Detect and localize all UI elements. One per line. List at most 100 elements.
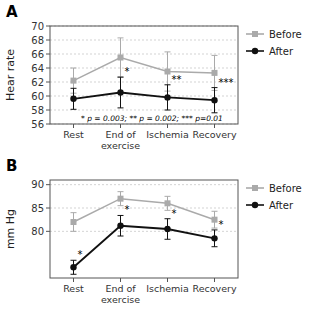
y-tick-label: 90 [31,179,44,190]
legend: BeforeAfter [246,183,302,211]
x-tick-label-line: End of [105,129,136,140]
error-cap [71,231,77,232]
error-cap [212,228,218,229]
marker [165,200,171,206]
error-bar [212,211,218,228]
series-line [74,199,215,222]
legend-marker [252,31,258,37]
legend-label: After [269,46,294,57]
y-tick [46,82,50,83]
error-bar [165,196,171,210]
x-tick [214,124,215,128]
panel: 808590RestEnd ofexerciseIschemiaRecovery… [4,157,302,305]
error-bar [118,192,124,206]
marker [71,78,77,84]
error-cap [165,210,171,211]
x-tick-label: Recovery [192,283,236,294]
marks [70,192,217,275]
marker [118,55,124,61]
error-bar [212,55,218,90]
y-tick-label: 56 [31,119,44,130]
marker [164,226,170,232]
y-tick-label: 70 [31,21,44,32]
error-cap [165,218,171,219]
error-cap [118,37,124,38]
error-bar [118,215,124,236]
y-tick [46,26,50,27]
error-cap [71,274,77,275]
marks [70,38,217,113]
error-cap [71,212,77,213]
plot-frame [50,180,238,278]
x-tick-label-line: Rest [63,283,84,294]
series-line [74,93,215,101]
error-cap [118,191,124,192]
significance-label: * [78,249,83,260]
marker [164,94,170,100]
error-cap [71,88,77,89]
marker [212,217,218,223]
legend: Before After [246,29,302,57]
error-cap [118,215,124,216]
y-tick [46,184,50,185]
y-tick [46,68,50,69]
legend-label: Before [269,29,302,40]
chart-root: 5658606264666870RestEnd ofexerciseIschem… [0,0,320,320]
y-tick [46,40,50,41]
error-cap [118,77,124,78]
error-bar [212,230,218,247]
legend-marker [252,185,258,191]
error-cap [212,211,218,212]
series-line [74,226,215,268]
marker [211,97,217,103]
y-tick [46,124,50,125]
x-tick-label-line: Recovery [192,129,236,140]
y-tick-label: 68 [31,35,44,46]
error-cap [118,236,124,237]
y-tick-label: 85 [31,203,44,214]
significance-label: * [219,219,224,230]
marker [70,264,76,270]
error-cap [212,229,218,230]
x-tick [120,124,121,128]
x-tick-label: Rest [63,283,84,294]
y-axis-label: mm Hg [4,209,17,249]
error-bar [71,260,77,274]
legend-marker [252,202,258,208]
x-tick [214,278,215,282]
error-cap [212,55,218,56]
legend-label: After [269,200,294,211]
y-tick [46,54,50,55]
x-tick-label: End ofexercise [101,129,140,151]
marker [118,196,124,202]
error-bar [118,77,124,108]
error-cap [165,84,171,85]
error-cap [118,205,124,206]
marker [117,223,123,229]
x-tick-label: End ofexercise [101,283,140,305]
y-tick-label: 64 [31,63,44,74]
error-cap [212,246,218,247]
y-tick-label: 60 [31,91,44,102]
error-bar [165,52,171,91]
error-cap [165,196,171,197]
y-tick-label: 62 [31,77,44,88]
error-cap [71,68,77,69]
x-tick-label: Ischemia [146,129,189,140]
y-tick [46,231,50,232]
x-tick-label: Rest [63,129,84,140]
marker [117,89,123,95]
error-cap [118,107,124,108]
x-tick [167,124,168,128]
grid-line [50,231,238,232]
y-tick-label: 66 [31,49,44,60]
significance-label: *** [219,77,234,88]
x-tick-label-line: Recovery [192,283,236,294]
error-cap [165,51,171,52]
x-tick-label: Recovery [192,129,236,140]
marker [71,219,77,225]
marker [70,96,76,102]
significance-label: * [172,208,177,219]
marker [212,70,218,76]
y-tick-label: 80 [31,226,44,237]
